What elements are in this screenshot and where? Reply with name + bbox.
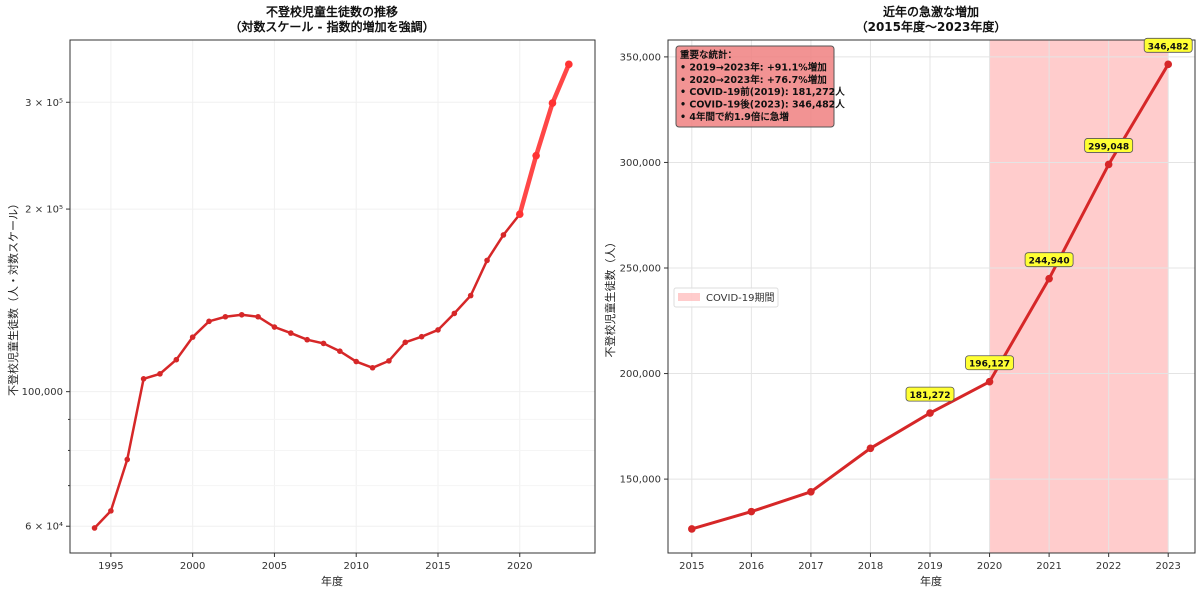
x-tick-label: 2015 xyxy=(679,561,704,572)
x-tick-label: 2016 xyxy=(739,561,764,572)
x-tick-label: 2018 xyxy=(858,561,883,572)
right-chart-subtitle: （2015年度〜2023年度） xyxy=(856,19,1007,34)
data-label: 346,482 xyxy=(1148,42,1189,52)
y-tick-label: 150,000 xyxy=(620,475,661,486)
y-tick-label: 200,000 xyxy=(620,369,661,380)
data-point xyxy=(985,377,994,386)
annotation-line: • 4年間で約1.9倍に急増 xyxy=(680,111,789,123)
data-point xyxy=(548,99,557,107)
x-tick-label: 2019 xyxy=(917,561,942,572)
data-point xyxy=(1104,160,1113,169)
data-point xyxy=(1045,274,1053,283)
data-point xyxy=(565,60,573,69)
data-label-box xyxy=(965,355,1014,371)
x-tick-label: 2017 xyxy=(798,561,823,572)
data-point xyxy=(189,334,196,340)
data-point xyxy=(255,313,261,320)
legend-label: COVID-19期間 xyxy=(706,292,775,304)
x-tick-label: 2021 xyxy=(1036,561,1061,572)
data-point xyxy=(402,339,409,346)
data-label: 299,048 xyxy=(1088,142,1129,152)
data-point xyxy=(688,525,696,533)
series-line-2020-onward xyxy=(517,63,571,215)
data-point xyxy=(124,456,131,463)
plot-frame xyxy=(667,39,1196,554)
y-tick-label: 300,000 xyxy=(620,158,661,169)
data-label-box xyxy=(905,386,955,402)
annotation-line: • COVID-19後(2023): 346,482人 xyxy=(680,99,845,111)
x-tick-label: 2000 xyxy=(180,561,205,572)
y-tick-label: 2 × 10⁵ xyxy=(25,205,63,216)
recent-increase-chart: 近年の急激な増加 （2015年度〜2023年度） 年度 不登校児童生徒数（人） … xyxy=(603,4,1196,588)
data-point xyxy=(484,257,490,264)
data-point xyxy=(369,364,376,371)
legend-box xyxy=(673,287,779,308)
x-tick-label: 2020 xyxy=(507,561,532,572)
right-x-axis-label: 年度 xyxy=(920,574,942,588)
data-point xyxy=(173,356,180,363)
data-label: 244,940 xyxy=(1029,257,1070,267)
log-scale-chart: 不登校児童生徒数の推移 （対数スケール - 指数的増加を強調） 年度 不登校児童… xyxy=(6,4,596,588)
data-point xyxy=(1164,60,1173,69)
data-point xyxy=(418,333,425,340)
x-tick-label: 2022 xyxy=(1096,561,1121,572)
data-label: 196,127 xyxy=(969,360,1010,370)
right-chart-title: 近年の急激な増加 xyxy=(883,4,979,19)
left-chart-title: 不登校児童生徒数の推移 xyxy=(266,4,398,19)
x-tick-label: 2020 xyxy=(977,561,1002,572)
data-point xyxy=(337,348,343,355)
data-point xyxy=(467,292,474,299)
data-point xyxy=(451,310,458,317)
annotation-line: 重要な統計： xyxy=(680,49,737,61)
annotation-line: • 2019→2023年: +91.1%増加 xyxy=(680,61,827,73)
data-label-box xyxy=(1024,252,1074,268)
left-chart-subtitle: （対数スケール - 指数的増加を強調） xyxy=(229,19,434,34)
plot-frame xyxy=(69,39,596,554)
data-point xyxy=(807,487,815,496)
left-x-axis-label: 年度 xyxy=(321,574,343,588)
data-point xyxy=(747,507,756,516)
data-point xyxy=(532,151,540,160)
data-point xyxy=(866,444,875,453)
x-tick-label: 2010 xyxy=(343,561,368,572)
data-point xyxy=(320,340,327,347)
left-y-axis-label: 不登校児童生徒数（人・対数スケール） xyxy=(6,198,20,396)
data-point xyxy=(287,330,294,336)
data-point xyxy=(222,313,229,320)
data-point xyxy=(386,358,392,364)
data-label-box xyxy=(1143,37,1193,53)
data-label-box xyxy=(1084,138,1134,153)
x-tick-label: 2015 xyxy=(425,561,450,572)
data-point xyxy=(271,324,278,330)
data-point xyxy=(108,508,114,514)
right-y-axis-label: 不登校児童生徒数（人） xyxy=(603,237,617,358)
y-tick-label: 3 × 10⁵ xyxy=(25,98,63,109)
series-line-pre-2020 xyxy=(93,213,521,529)
data-point xyxy=(140,376,147,382)
x-tick-label: 2005 xyxy=(262,561,287,572)
data-point xyxy=(206,318,212,325)
y-tick-label: 6 × 10⁴ xyxy=(25,522,63,533)
data-point xyxy=(435,327,441,333)
data-point xyxy=(500,232,507,238)
x-tick-label: 1995 xyxy=(98,561,123,572)
data-point xyxy=(515,210,524,219)
data-point xyxy=(926,409,934,417)
covid-shaded-region xyxy=(989,40,1169,553)
data-point xyxy=(91,525,98,531)
annotation-box xyxy=(675,45,835,128)
y-tick-label: 100,000 xyxy=(22,387,63,398)
y-tick-label: 350,000 xyxy=(620,52,661,63)
legend-swatch xyxy=(678,293,700,301)
annotation-line: • COVID-19前(2019): 181,272人 xyxy=(680,86,845,98)
data-point xyxy=(304,336,310,343)
data-point xyxy=(353,358,360,365)
y-tick-label: 250,000 xyxy=(620,264,661,275)
data-label: 181,272 xyxy=(910,391,951,401)
data-point xyxy=(157,371,163,377)
annotation-line: • 2020→2023年: +76.7%増加 xyxy=(680,74,827,86)
x-tick-label: 2023 xyxy=(1155,561,1180,572)
data-point xyxy=(238,311,245,318)
